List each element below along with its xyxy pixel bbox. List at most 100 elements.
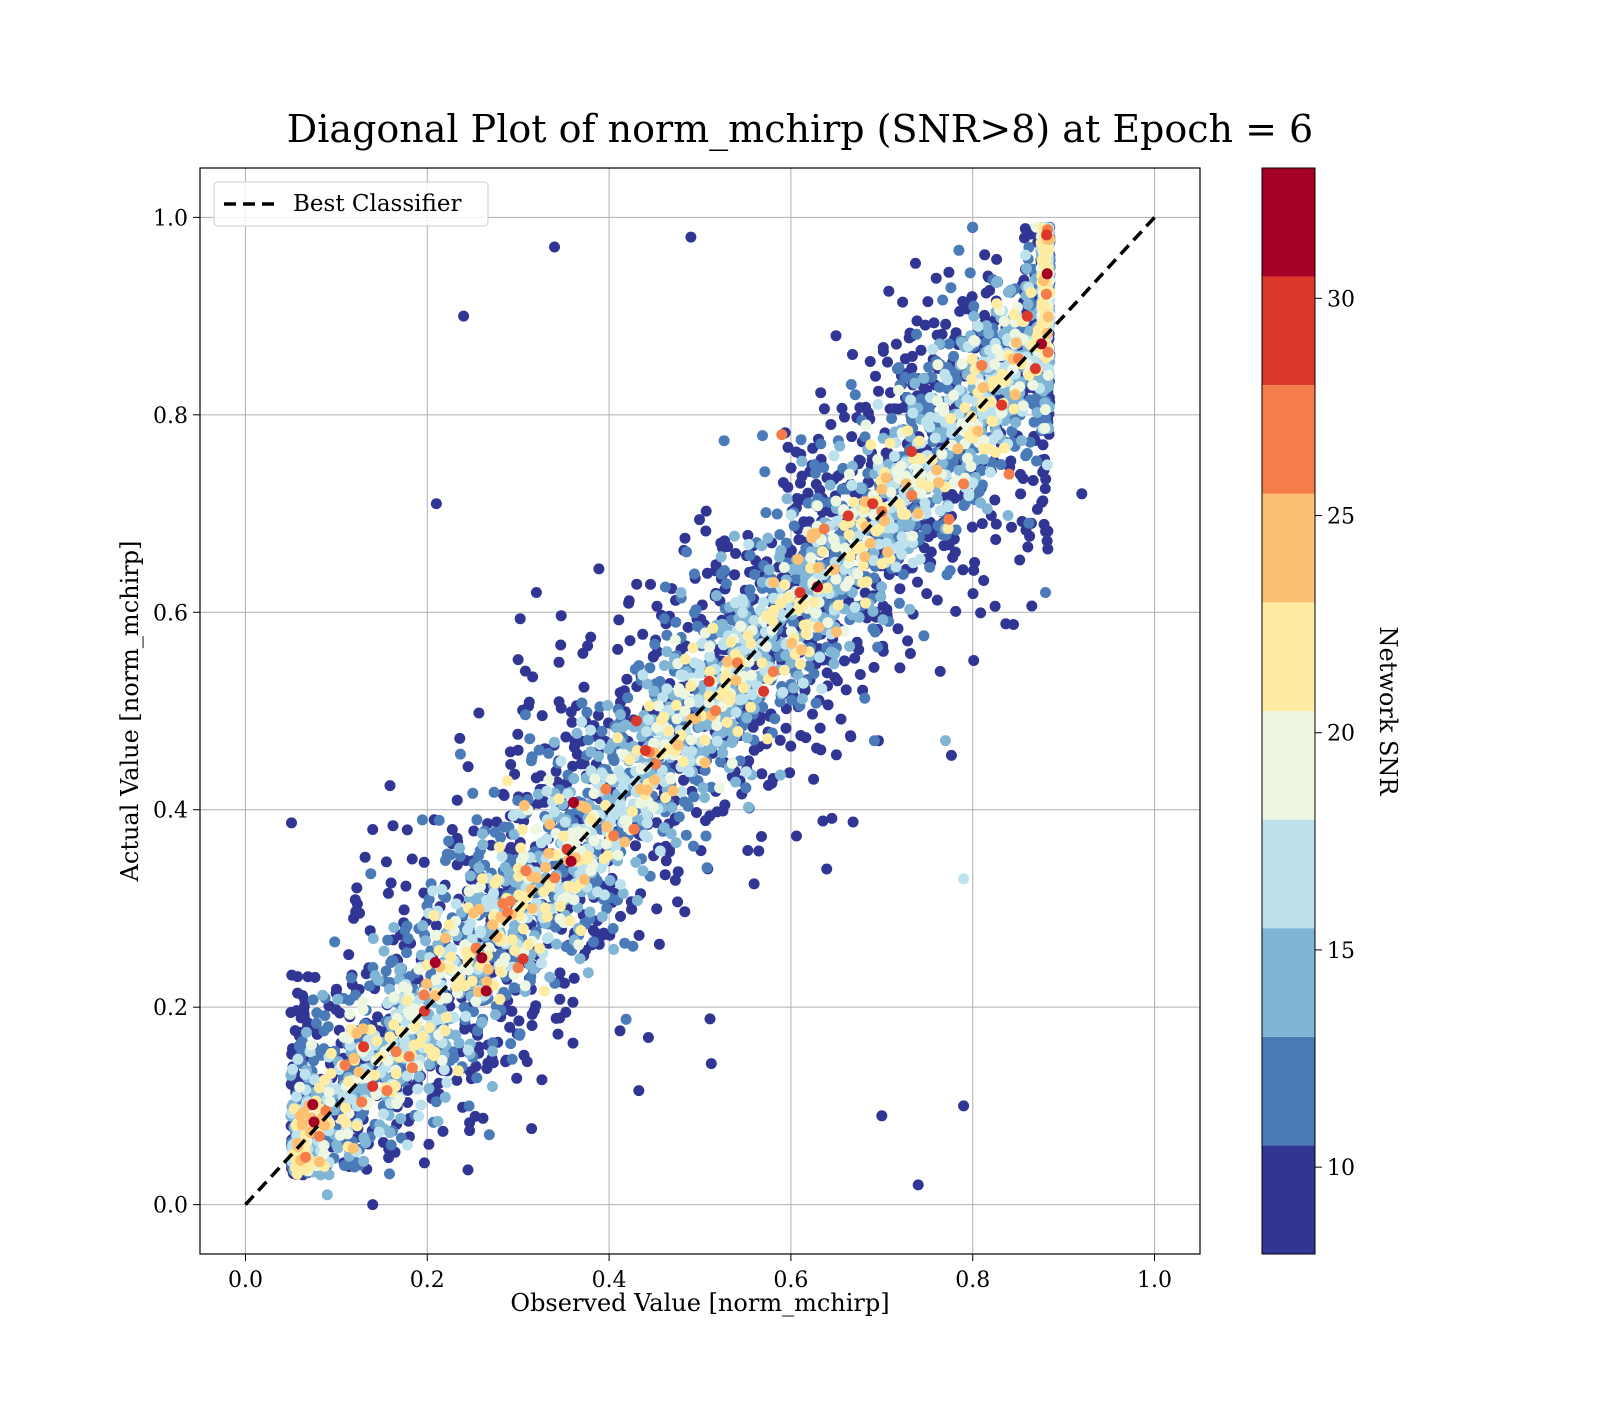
data-point xyxy=(463,1045,474,1056)
data-point xyxy=(473,708,484,719)
data-point xyxy=(699,792,710,803)
data-point xyxy=(731,707,742,718)
data-point xyxy=(831,749,842,760)
data-point xyxy=(630,857,641,868)
data-point xyxy=(588,937,599,948)
data-point xyxy=(431,920,442,931)
data-point xyxy=(1043,370,1054,381)
data-point xyxy=(529,1005,540,1016)
data-point xyxy=(388,820,399,831)
data-point xyxy=(477,873,488,884)
data-point xyxy=(638,865,649,876)
data-point xyxy=(438,1126,449,1137)
data-point xyxy=(292,1054,303,1065)
data-point xyxy=(815,723,826,734)
data-point xyxy=(643,1032,654,1043)
data-point xyxy=(727,737,738,748)
data-point xyxy=(477,828,488,839)
data-point xyxy=(285,1007,296,1018)
data-point xyxy=(885,403,896,414)
data-point xyxy=(642,832,653,843)
data-point xyxy=(560,732,571,743)
data-point xyxy=(870,371,881,382)
data-point xyxy=(303,971,314,982)
data-point xyxy=(594,739,605,750)
data-point xyxy=(785,741,796,752)
data-point xyxy=(520,980,531,991)
data-point xyxy=(573,826,584,837)
data-point xyxy=(576,717,587,728)
data-point xyxy=(1021,263,1032,274)
data-point xyxy=(526,755,537,766)
data-point xyxy=(454,1038,465,1049)
data-point xyxy=(730,548,741,559)
data-point xyxy=(624,595,635,606)
data-point xyxy=(684,697,695,708)
data-point xyxy=(551,1013,562,1024)
data-point xyxy=(1020,450,1031,461)
data-point xyxy=(379,946,390,957)
data-point xyxy=(395,1113,406,1124)
data-point xyxy=(583,967,594,978)
data-point xyxy=(568,1038,579,1049)
data-point xyxy=(630,840,641,851)
data-point xyxy=(403,1006,414,1017)
data-point xyxy=(847,349,858,360)
data-point xyxy=(777,687,788,698)
data-point xyxy=(350,906,361,917)
data-point xyxy=(473,862,484,873)
data-point xyxy=(656,715,667,726)
data-point xyxy=(507,1054,518,1065)
data-point xyxy=(779,579,790,590)
data-point xyxy=(673,683,684,694)
data-point xyxy=(608,923,619,934)
data-point xyxy=(918,373,929,384)
data-point xyxy=(894,583,905,594)
data-point xyxy=(655,846,666,857)
data-point xyxy=(894,662,905,673)
data-point xyxy=(518,923,529,934)
data-point xyxy=(612,644,623,655)
data-point xyxy=(633,660,644,671)
data-point xyxy=(463,1164,474,1175)
data-point xyxy=(764,564,775,575)
data-point xyxy=(643,714,654,725)
data-point xyxy=(786,695,797,706)
data-point xyxy=(621,674,632,685)
data-point xyxy=(441,1012,452,1023)
data-point xyxy=(490,1009,501,1020)
data-point xyxy=(369,1070,380,1081)
data-point xyxy=(416,1100,427,1111)
data-point xyxy=(559,978,570,989)
data-point xyxy=(673,866,684,877)
data-point xyxy=(615,709,626,720)
data-point xyxy=(621,1014,632,1025)
data-point xyxy=(351,882,362,893)
data-point xyxy=(762,733,773,744)
data-point xyxy=(1020,250,1031,261)
data-point xyxy=(620,815,631,826)
data-point xyxy=(374,1127,385,1138)
data-point xyxy=(809,459,820,470)
data-point xyxy=(810,608,821,619)
data-point xyxy=(932,595,943,606)
data-point xyxy=(431,498,442,509)
data-point xyxy=(702,568,713,579)
data-point xyxy=(1037,495,1048,506)
data-point xyxy=(613,850,624,861)
data-point xyxy=(332,1142,343,1153)
data-point xyxy=(757,657,768,668)
data-point xyxy=(672,896,683,907)
data-point xyxy=(688,841,699,852)
data-point xyxy=(622,692,633,703)
data-point xyxy=(782,493,793,504)
data-point xyxy=(954,306,965,317)
data-point xyxy=(292,988,303,999)
data-point xyxy=(420,935,431,946)
data-point xyxy=(543,748,554,759)
data-point xyxy=(477,839,488,850)
data-point xyxy=(746,670,757,681)
data-point xyxy=(688,642,699,653)
data-point xyxy=(848,817,859,828)
data-point xyxy=(464,886,475,897)
